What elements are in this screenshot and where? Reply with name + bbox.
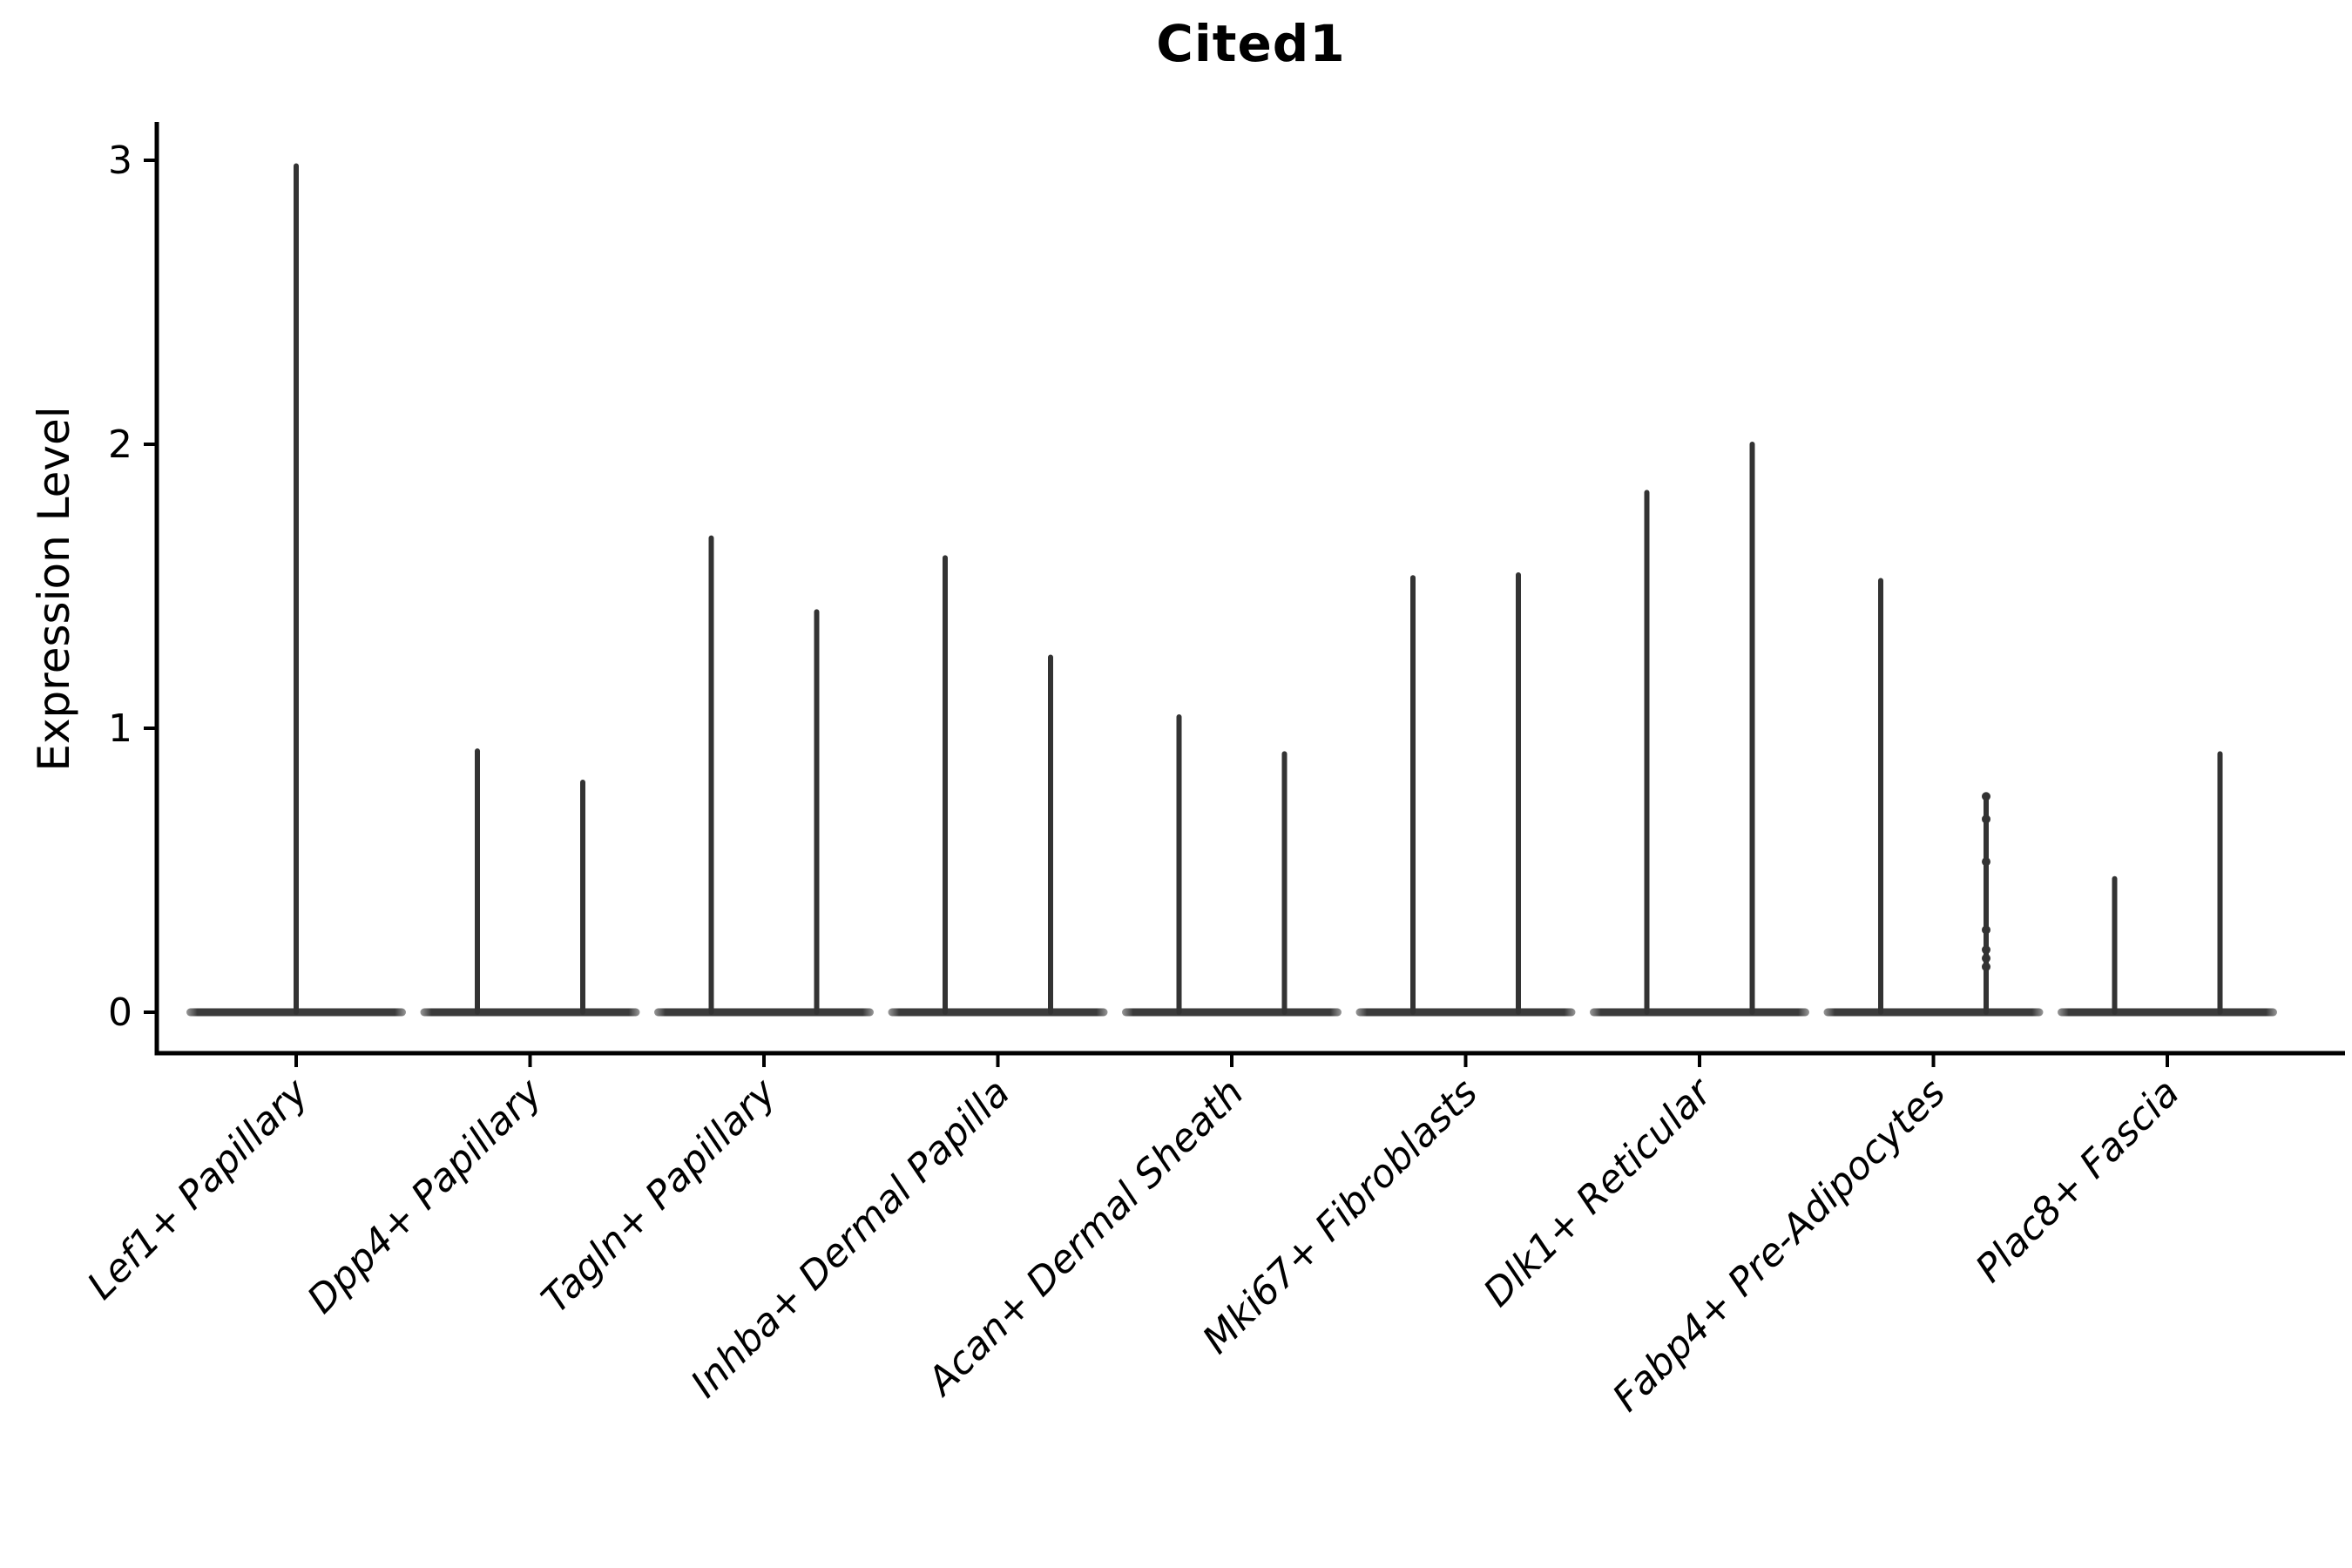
- y-tick-label: 0: [108, 990, 132, 1035]
- violin-base: [1823, 1008, 2044, 1017]
- violin-base: [654, 1008, 874, 1017]
- jitter-point: [1982, 857, 1990, 867]
- jitter-point: [1982, 945, 1990, 955]
- x-axis-label: Dpp4+ Papillary: [299, 1070, 551, 1322]
- jitter-point: [1982, 792, 1990, 801]
- jitter-point: [1982, 925, 1990, 935]
- jitter-point: [1982, 962, 1990, 971]
- violin-base: [1122, 1008, 1342, 1017]
- violin-base: [1355, 1008, 1576, 1017]
- chart-title: Cited1: [1156, 14, 1346, 73]
- y-tick-label: 1: [108, 706, 132, 751]
- violin-base: [2058, 1008, 2277, 1017]
- violin-base: [420, 1008, 640, 1017]
- y-tick-label: 3: [108, 139, 132, 183]
- violin-base: [888, 1008, 1108, 1017]
- jitter-point: [1982, 954, 1990, 963]
- x-axis-label: Dlk1+ Reticular: [1475, 1069, 1721, 1315]
- x-axis-label: Lef1+ Papillary: [79, 1070, 318, 1308]
- x-axis-label: Plac8+ Fascia: [1967, 1071, 2187, 1291]
- jitter-point: [1982, 814, 1990, 824]
- violin-base: [1590, 1008, 1809, 1017]
- x-axis-label: Tagln+ Papillary: [533, 1070, 785, 1321]
- y-tick-label: 2: [108, 422, 132, 467]
